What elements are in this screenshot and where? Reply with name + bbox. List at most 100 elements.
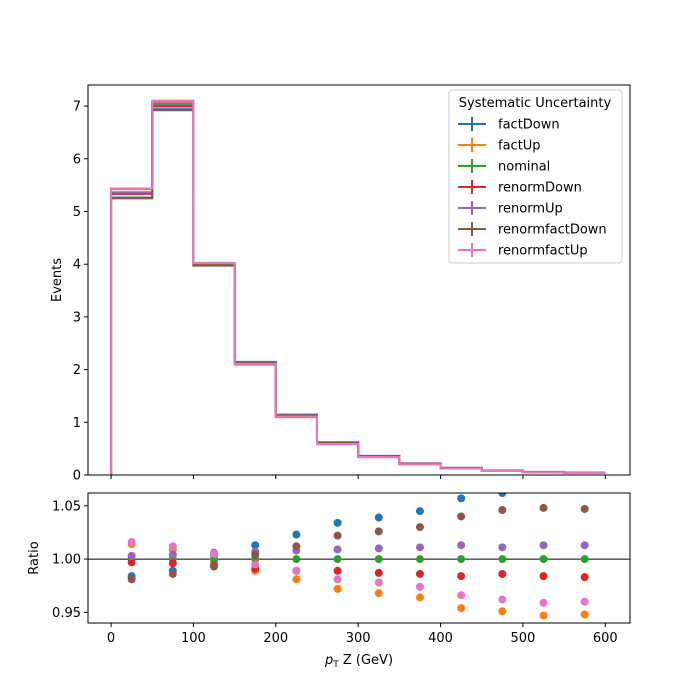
- legend-entry: renormfactUp: [458, 243, 588, 259]
- ratio-point-renormfactUp: [251, 560, 260, 569]
- ratio-point-renormDown: [127, 558, 136, 567]
- ratio-point-nominal: [333, 555, 342, 564]
- ratio-point-nominal: [374, 555, 383, 564]
- legend-items: factDown factUp nominal renormDown renormUp r…: [458, 117, 607, 259]
- top-y-tick-label: 3: [73, 310, 81, 325]
- bottom-x-tick-label: 300: [346, 631, 371, 646]
- ratio-point-factDown: [251, 541, 260, 550]
- ratio-point-renormfactUp: [580, 597, 589, 606]
- ratio-point-renormDown: [374, 568, 383, 577]
- ratio-point-renormfactDown: [498, 506, 507, 515]
- legend-frame: [448, 89, 623, 264]
- ratio-point-renormfactDown: [251, 550, 260, 559]
- ratio-point-renormUp: [498, 543, 507, 552]
- ratio-point-factUp: [580, 610, 589, 619]
- ratio-point-renormDown: [539, 572, 548, 581]
- ratio-point-renormUp: [168, 550, 177, 559]
- ratio-point-renormfactDown: [127, 575, 136, 584]
- ratio-point-renormfactUp: [210, 549, 219, 558]
- ratio-point-factDown: [457, 494, 466, 503]
- top-y-tick-label: 2: [73, 363, 81, 378]
- legend-label-renormUp: renormUp: [498, 202, 563, 217]
- ratio-point-renormUp: [580, 541, 589, 550]
- ratio-point-factDown: [333, 518, 342, 527]
- ratio-points-group: [127, 493, 589, 620]
- legend-label-renormfactDown: renormfactDown: [498, 223, 607, 238]
- legend: Systematic Uncertainty factDown factUp nom…: [448, 89, 623, 264]
- legend-label-renormfactUp: renormfactUp: [498, 244, 588, 259]
- ratio-point-factDown: [292, 530, 301, 539]
- bottom-y-tick-label: 1.05: [52, 499, 81, 514]
- top-y-tick-label: 1: [73, 416, 81, 431]
- ratio-point-renormfactDown: [457, 512, 466, 521]
- bottom-axes-frame: [87, 492, 631, 624]
- ratio-point-factDown: [498, 493, 507, 497]
- top-y-tick-label: 0: [73, 469, 81, 484]
- top-y-tick-label: 4: [73, 258, 81, 273]
- x-axis-label-italic: p: [324, 653, 333, 668]
- ratio-point-renormfactDown: [210, 562, 219, 571]
- bottom-panel: 0.95 1.00 1.05 0 100 200 300 400 500 600: [52, 492, 631, 646]
- ratio-point-renormfactDown: [333, 531, 342, 540]
- legend-label-renormDown: renormDown: [498, 181, 582, 196]
- ratio-point-factUp: [457, 604, 466, 613]
- ratio-point-nominal: [539, 555, 548, 564]
- ratio-point-factUp: [415, 593, 424, 602]
- top-axes-frame: [87, 84, 631, 476]
- histogram-renormfactUp: [110, 99, 606, 475]
- bottom-y-tick-label: 1.00: [52, 553, 81, 568]
- legend-entry: factUp: [458, 138, 541, 154]
- legend-label-nominal: nominal: [498, 160, 550, 175]
- ratio-point-factUp: [292, 575, 301, 584]
- ratio-point-factDown: [374, 513, 383, 522]
- legend-entry: renormDown: [458, 180, 582, 196]
- ratio-point-renormfactUp: [415, 582, 424, 591]
- ratio-point-renormUp: [374, 544, 383, 553]
- ratio-point-nominal: [580, 555, 589, 564]
- bottom-x-tick-label: 200: [263, 631, 288, 646]
- top-y-tick-label: 5: [73, 205, 81, 220]
- ratio-point-renormUp: [415, 543, 424, 552]
- ratio-point-renormUp: [333, 545, 342, 554]
- legend-entry: nominal: [458, 159, 550, 175]
- ratio-point-renormUp: [457, 541, 466, 550]
- ratio-point-nominal: [498, 555, 507, 564]
- ratio-point-renormfactDown: [292, 542, 301, 551]
- histogram-group: [110, 99, 606, 475]
- bottom-x-tick-label: 500: [511, 631, 536, 646]
- ratio-point-renormfactUp: [539, 598, 548, 607]
- x-axis-label-rest: Z (GeV): [339, 653, 393, 668]
- ratio-point-renormfactUp: [333, 575, 342, 584]
- bottom-x-tick-label: 600: [593, 631, 618, 646]
- ratio-point-renormDown: [168, 559, 177, 568]
- ratio-point-renormDown: [498, 569, 507, 578]
- ratio-point-factUp: [374, 589, 383, 598]
- ratio-point-renormfactDown: [415, 523, 424, 532]
- top-y-tick-label: 7: [73, 100, 81, 115]
- ratio-point-renormfactUp: [292, 566, 301, 575]
- top-ylabel: Events: [50, 258, 65, 302]
- ratio-point-renormfactUp: [127, 538, 136, 547]
- legend-entry: renormUp: [458, 201, 563, 217]
- ratio-point-nominal: [292, 555, 301, 564]
- bottom-ylabel: Ratio: [27, 541, 42, 574]
- legend-entry: factDown: [458, 117, 560, 133]
- ratio-point-factDown: [415, 507, 424, 516]
- ratio-point-renormUp: [539, 541, 548, 550]
- ratio-point-renormfactUp: [457, 591, 466, 600]
- x-axis-label-sub: T: [332, 660, 339, 670]
- ratio-point-renormfactUp: [374, 578, 383, 587]
- bottom-x-tick-label: 0: [107, 631, 115, 646]
- x-axis-label: pT Z (GeV): [324, 653, 393, 670]
- ratio-point-factUp: [498, 607, 507, 616]
- ratio-point-nominal: [415, 555, 424, 564]
- bottom-x-tick-label: 100: [181, 631, 206, 646]
- ratio-point-renormDown: [415, 569, 424, 578]
- ratio-point-renormDown: [580, 573, 589, 582]
- legend-label-factDown: factDown: [498, 118, 560, 133]
- ratio-point-renormfactDown: [374, 527, 383, 536]
- ratio-point-factUp: [333, 584, 342, 593]
- ratio-point-renormfactDown: [539, 503, 548, 512]
- legend-title: Systematic Uncertainty: [459, 96, 612, 111]
- ratio-point-renormDown: [457, 572, 466, 581]
